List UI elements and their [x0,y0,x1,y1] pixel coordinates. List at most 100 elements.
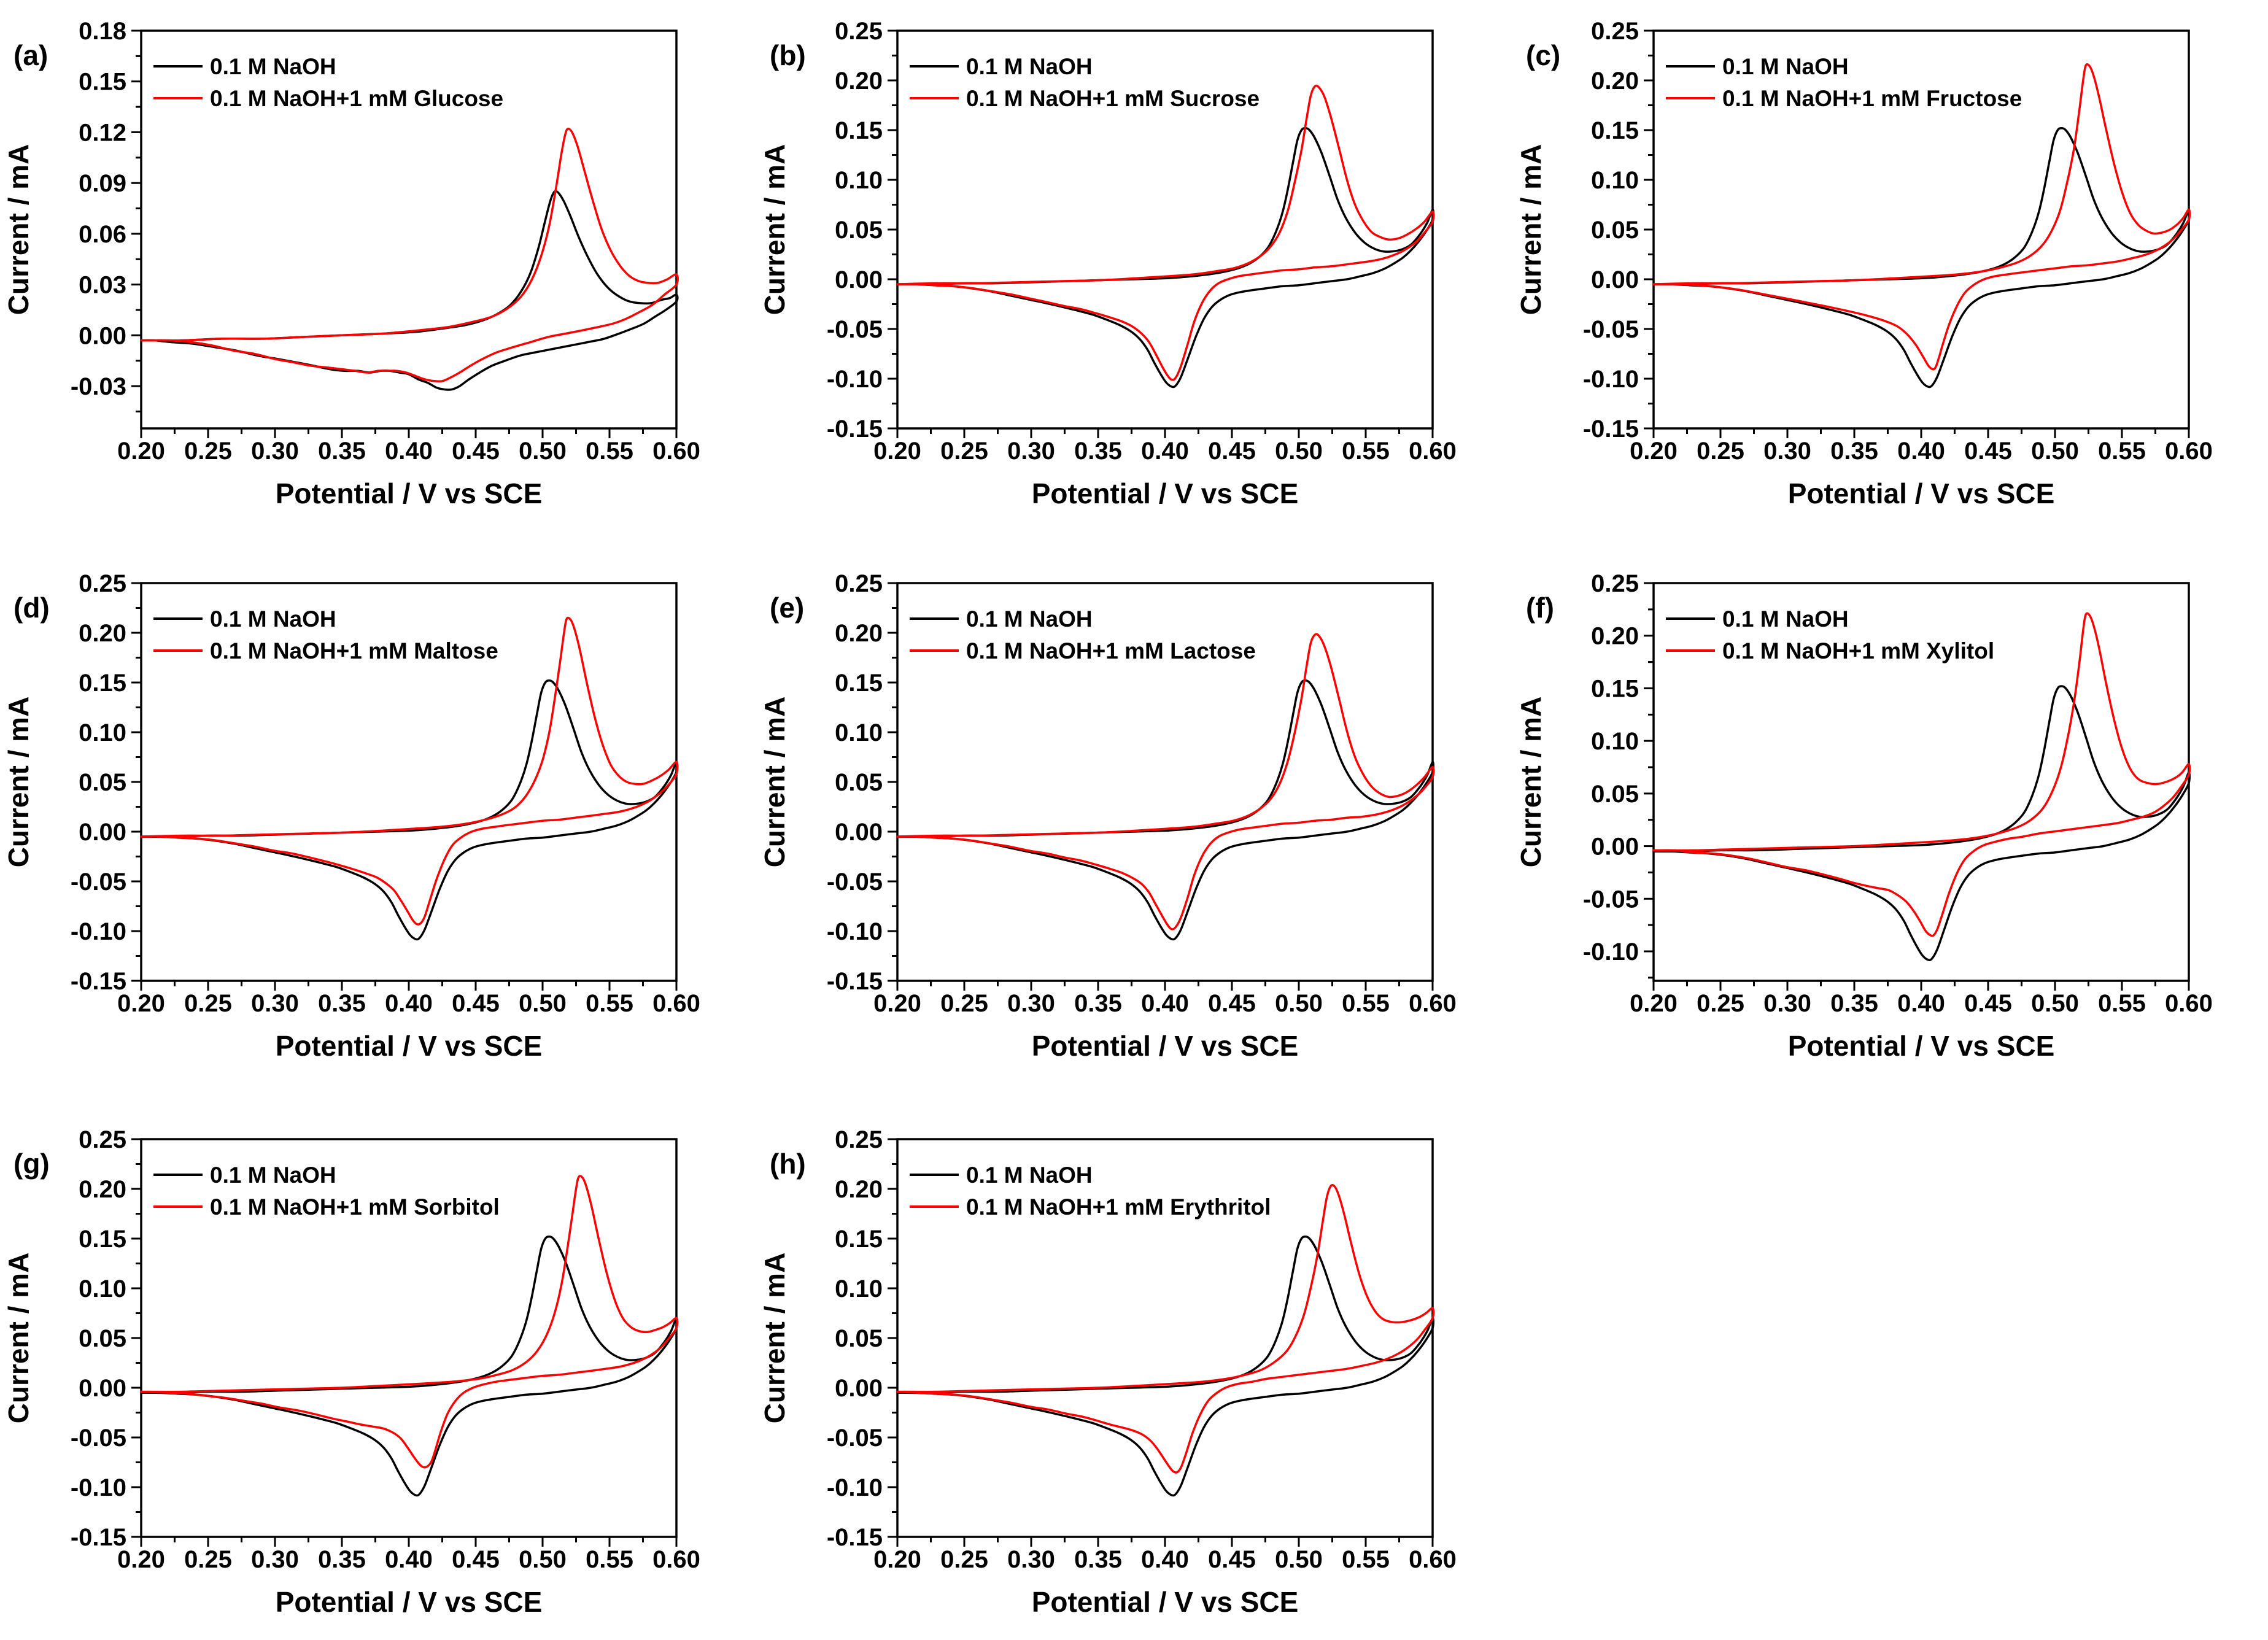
y-tick-label: 0.10 [835,719,883,746]
y-tick-label: 0.05 [1591,217,1639,244]
x-tick-label: 0.55 [1342,1546,1390,1573]
x-tick-label: 0.25 [940,438,988,465]
y-tick-label: 0.15 [79,69,126,96]
x-tick-label: 0.50 [519,990,567,1017]
y-tick-label: -0.15 [827,416,883,443]
x-tick-label: 0.50 [519,1546,567,1573]
cv-plot-h: 0.20 0.25 0.30 0.35 0.40 0.45 0.50 0.55 0.60 -0.1… [759,1126,1457,1618]
legend-label: 0.1 M NaOH [210,606,336,632]
x-tick-label: 0.55 [1342,990,1390,1017]
curve-analyte [896,1184,1435,1474]
y-tick-label: 0.15 [79,670,126,697]
y-tick-label: 0.10 [1591,728,1639,755]
x-tick-label: 0.20 [117,1546,165,1573]
panel-f: 0.20 0.25 0.30 0.35 0.40 0.45 0.50 0.55 0.60 -0.1… [1512,552,2268,1084]
y-tick-label: 0.10 [835,167,883,194]
x-axis-title: Potential / V vs SCE [276,1030,543,1062]
panel-b: 0.20 0.25 0.30 0.35 0.40 0.45 0.50 0.55 0.60 -0.1… [756,0,1512,532]
y-tick-label: 0.09 [79,170,126,197]
x-axis-title: Potential / V vs SCE [276,1586,543,1618]
y-axis-title: Current / mA [1515,144,1547,315]
x-tick-label: 0.30 [1763,990,1811,1017]
panel-letter: (e) [770,592,804,624]
x-axis-title: Potential / V vs SCE [1032,1586,1299,1618]
x-tick-label: 0.60 [652,1546,700,1573]
x-tick-label: 0.40 [1141,438,1189,465]
x-tick-label: 0.50 [1275,1546,1323,1573]
y-axis-title: Current / mA [2,144,34,315]
panel-d: 0.20 0.25 0.30 0.35 0.40 0.45 0.50 0.55 0.60 -0.1… [0,552,756,1084]
x-tick-label: 0.20 [1630,990,1678,1017]
y-tick-label: -0.03 [71,373,126,400]
x-tick-label: 0.50 [2031,990,2079,1017]
cv-plot-g: 0.20 0.25 0.30 0.35 0.40 0.45 0.50 0.55 0.60 -0.1… [2,1126,700,1618]
y-tick-label: -0.05 [827,868,883,895]
panel-letter: (a) [14,39,48,71]
x-tick-label: 0.35 [1830,438,1878,465]
y-tick-label: 0.10 [835,1275,883,1302]
x-tick-label: 0.25 [1697,438,1744,465]
y-tick-label: -0.15 [1583,416,1639,443]
cv-plot-e: 0.20 0.25 0.30 0.35 0.40 0.45 0.50 0.55 0.60 -0.1… [759,570,1457,1062]
x-tick-label: 0.25 [184,438,232,465]
legend-label: 0.1 M NaOH [210,54,336,79]
curve-naoh [896,679,1434,941]
y-tick-label: 0.06 [79,221,126,248]
panel-c: 0.20 0.25 0.30 0.35 0.40 0.45 0.50 0.55 0.60 -0.1… [1512,0,2268,532]
x-tick-label: 0.55 [586,1546,633,1573]
y-tick-label: -0.05 [1583,886,1639,913]
y-tick-label: 0.15 [1591,117,1639,144]
y-tick-label: 0.20 [79,620,126,647]
curve-analyte [896,633,1435,930]
x-tick-label: 0.40 [385,990,433,1017]
legend-label: 0.1 M NaOH+1 mM Lactose [966,638,1256,663]
x-tick-label: 0.40 [385,1546,433,1573]
x-tick-label: 0.50 [519,438,567,465]
curve-analyte [140,616,679,926]
curve-naoh [896,1236,1434,1497]
x-tick-label: 0.50 [1275,990,1323,1017]
x-tick-label: 0.25 [184,1546,232,1573]
x-tick-label: 0.20 [873,438,921,465]
x-tick-label: 0.45 [1208,990,1256,1017]
y-tick-label: 0.05 [79,769,126,796]
y-tick-label: 0.25 [1591,18,1639,45]
x-tick-label: 0.35 [1074,1546,1122,1573]
y-tick-label: -0.15 [71,1524,126,1551]
x-tick-label: 0.55 [2098,990,2146,1017]
x-tick-label: 0.55 [2098,438,2146,465]
y-tick-label: 0.15 [835,670,883,697]
panel-letter: (b) [770,39,806,71]
y-tick-label: -0.10 [1583,938,1639,965]
x-tick-label: 0.45 [452,1546,500,1573]
x-tick-label: 0.45 [452,990,500,1017]
x-tick-label: 0.20 [1630,438,1678,465]
y-tick-label: -0.05 [1583,316,1639,343]
y-tick-label: -0.05 [827,316,883,343]
y-tick-label: 0.20 [835,68,883,95]
x-axis-title: Potential / V vs SCE [1788,1030,2055,1062]
y-tick-label: -0.05 [71,1425,126,1452]
legend-label: 0.1 M NaOH [1722,54,1849,79]
panel-letter: (c) [1526,39,1560,71]
y-tick-label: -0.15 [827,1524,883,1551]
y-tick-label: 0.05 [79,1325,126,1352]
curve-naoh [1652,127,2191,389]
legend-label: 0.1 M NaOH [966,54,1093,79]
y-tick-label: 0.10 [79,719,126,746]
y-tick-label: 0.00 [1591,834,1639,861]
y-tick-label: 0.05 [835,769,883,796]
curve-analyte [1652,63,2191,371]
y-tick-label: 0.10 [1591,167,1639,194]
x-tick-label: 0.60 [1409,990,1457,1017]
legend-label: 0.1 M NaOH+1 mM Sucrose [966,86,1260,111]
x-tick-label: 0.60 [2165,438,2213,465]
y-tick-label: -0.10 [827,918,883,945]
y-tick-label: 0.15 [79,1226,126,1253]
x-tick-label: 0.30 [1007,1546,1055,1573]
x-tick-label: 0.40 [1897,990,1945,1017]
x-tick-label: 0.30 [251,1546,299,1573]
y-tick-label: 0.20 [79,1176,126,1203]
y-tick-label: 0.00 [79,819,126,846]
